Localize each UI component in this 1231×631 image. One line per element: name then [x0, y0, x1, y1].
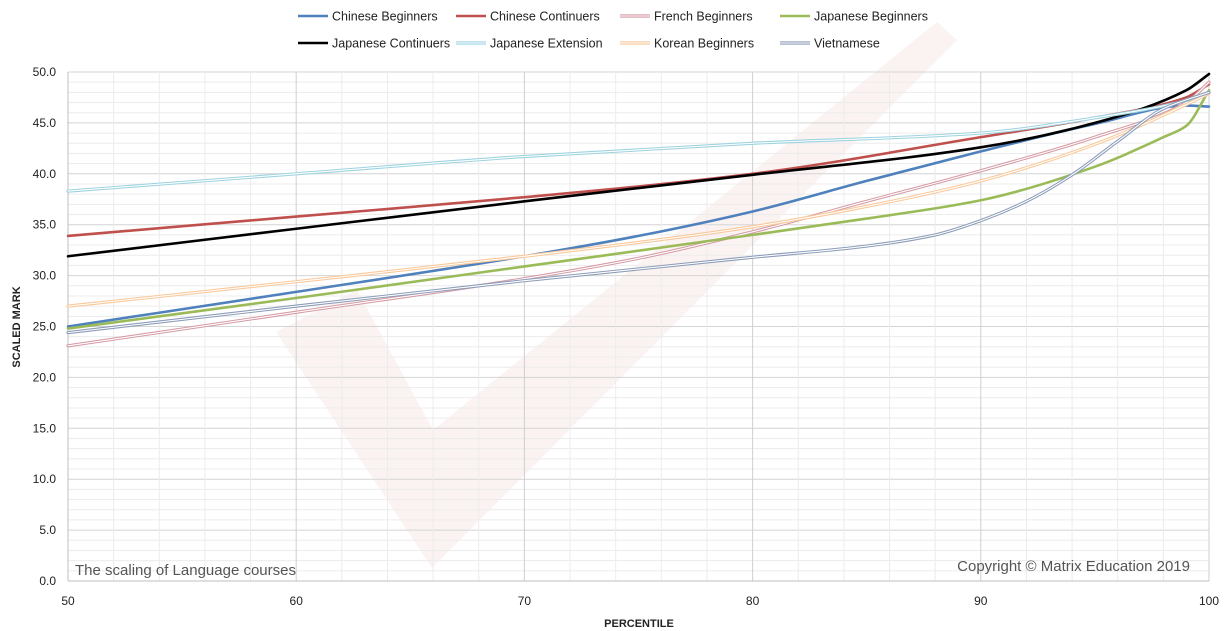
series-japanese-extension: [66, 90, 1211, 193]
legend-label: Chinese Beginners: [332, 10, 438, 24]
x-tick-label: 50: [61, 594, 75, 608]
y-tick-label: 25.0: [33, 320, 57, 334]
y-tick-label: 50.0: [33, 65, 57, 79]
series-korean-beginners: [66, 91, 1211, 308]
copyright-notice: Copyright © Matrix Education 2019: [957, 558, 1190, 575]
y-tick-label: 20.0: [33, 370, 57, 384]
series-chinese-continuers: [66, 82, 1211, 238]
y-tick-label: 30.0: [33, 269, 57, 283]
series-line-inner-vietnamese: [67, 91, 1210, 334]
legend-label: Japanese Beginners: [814, 10, 928, 24]
y-tick-label: 45.0: [33, 116, 57, 130]
legend-label: Japanese Extension: [490, 37, 603, 51]
series-line-japanese-beginners: [66, 89, 1211, 330]
y-tick-label: 10.0: [33, 472, 57, 486]
x-tick-label: 60: [290, 594, 304, 608]
series-line-inner-korean-beginners: [67, 92, 1210, 307]
series-line-chinese-continuers: [66, 82, 1211, 238]
series-line-inner-french-beginners: [67, 81, 1210, 347]
series-line-japanese-extension: [66, 90, 1211, 193]
x-tick-label: 70: [518, 594, 532, 608]
legend-item-korean-beginners: Korean Beginners: [620, 37, 754, 51]
x-tick-label: 90: [974, 594, 988, 608]
legend-item-french-beginners: French Beginners: [620, 10, 753, 24]
series-japanese-beginners: [66, 89, 1211, 330]
legend-item-japanese-beginners: Japanese Beginners: [780, 10, 928, 24]
legend-item-vietnamese: Vietnamese: [780, 37, 880, 51]
series-vietnamese: [66, 90, 1211, 335]
y-tick-label: 35.0: [33, 218, 57, 232]
legend-label: Korean Beginners: [654, 37, 754, 51]
series-line-inner-japanese-extension: [67, 91, 1210, 192]
legend-label: Chinese Continuers: [490, 10, 600, 24]
x-tick-label: 80: [746, 594, 760, 608]
y-tick-label: 40.0: [33, 167, 57, 181]
legend-item-chinese-continuers: Chinese Continuers: [456, 10, 600, 24]
y-tick-label: 5.0: [39, 523, 56, 537]
x-axis-title: PERCENTILE: [604, 618, 674, 630]
legend-item-chinese-beginners: Chinese Beginners: [298, 10, 438, 24]
legend-item-japanese-extension: Japanese Extension: [456, 37, 603, 51]
series-lines: [66, 72, 1211, 348]
legend-label: Japanese Continuers: [332, 37, 450, 51]
watermark-checkmark: [276, 22, 957, 568]
chart-annotation-left: The scaling of Language courses: [75, 562, 296, 579]
series-french-beginners: [66, 80, 1211, 348]
legend-label: French Beginners: [654, 10, 753, 24]
x-tick-label: 100: [1199, 594, 1219, 608]
y-tick-label: 15.0: [33, 421, 57, 435]
axes: 0.0 5.0 10.0 15.0 20.0 25.0 30.0 35.0 40.0 45.0 50…: [33, 65, 1220, 608]
y-axis-title: SCALED MARK: [11, 286, 23, 367]
y-tick-label: 0.0: [39, 574, 56, 588]
legend-label: Vietnamese: [814, 37, 880, 51]
legend-item-japanese-continuers: Japanese Continuers: [298, 37, 450, 51]
legend: Chinese Beginners Chinese Continuers Frenc…: [298, 10, 928, 51]
